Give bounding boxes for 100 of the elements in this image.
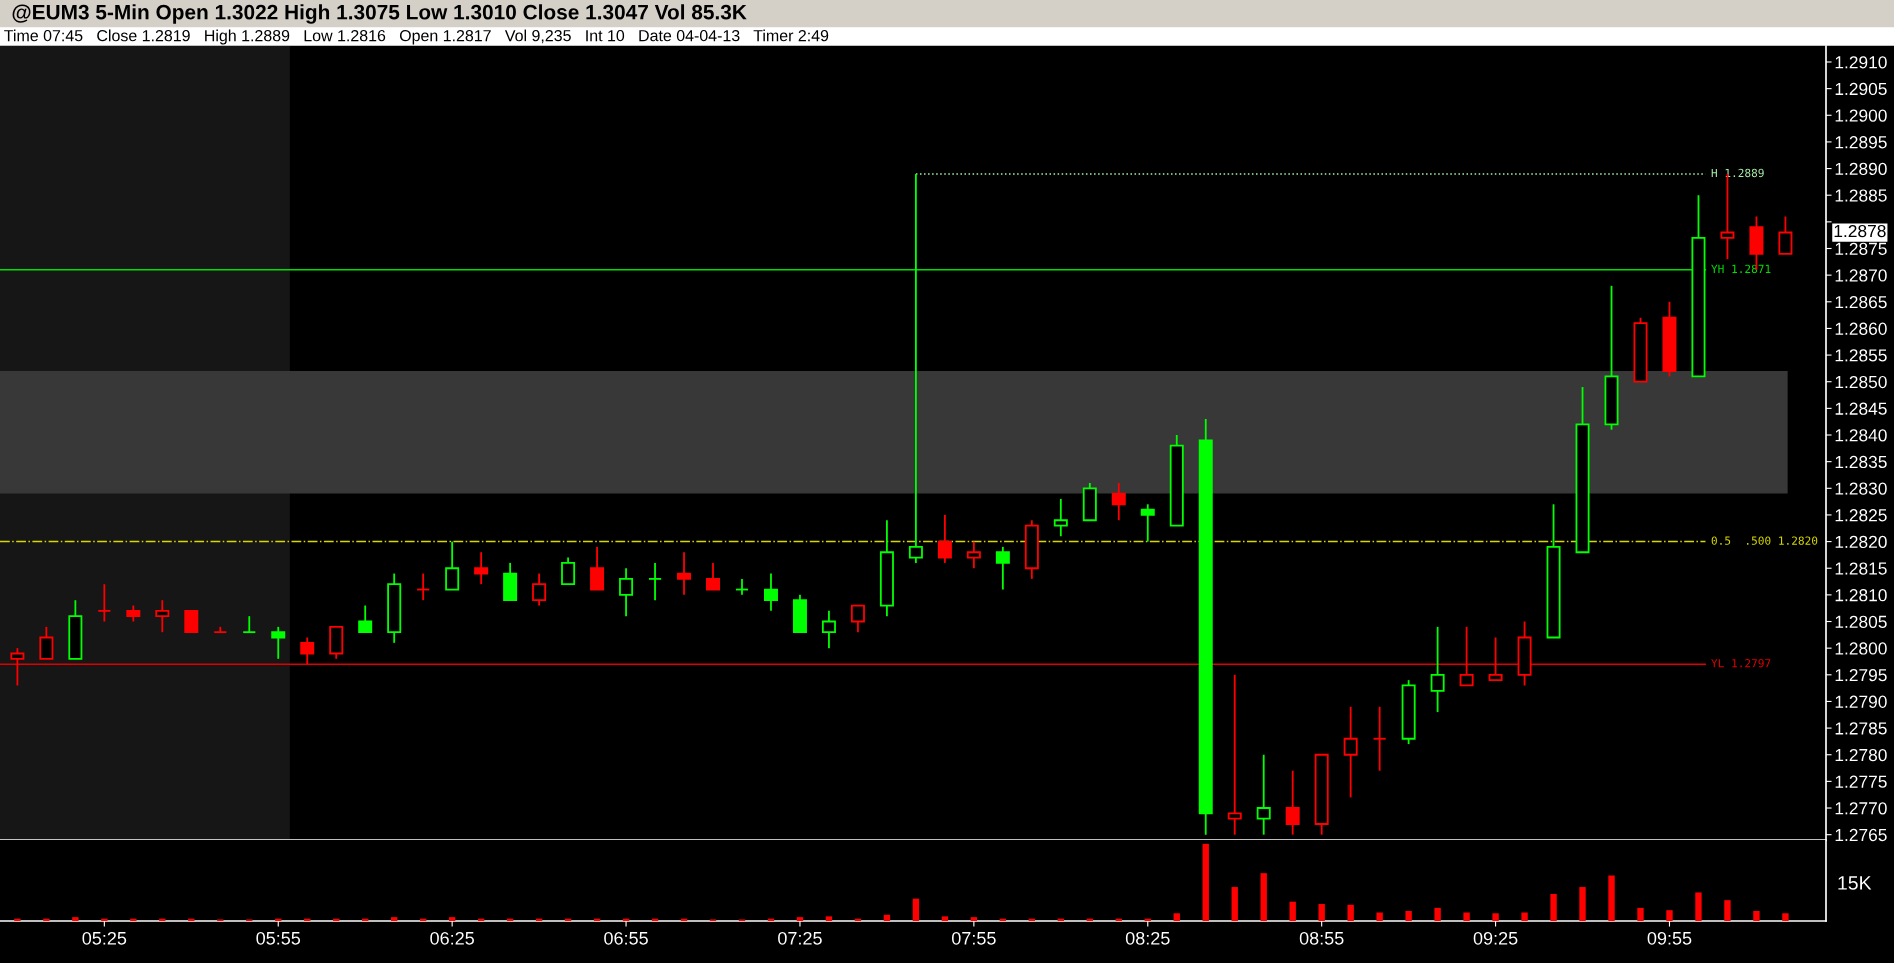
candlestick (474, 551, 489, 586)
candlestick (908, 172, 923, 564)
bar (1666, 910, 1673, 921)
bar (1782, 913, 1789, 921)
bar (43, 918, 50, 921)
y-tick-label: 1.2855 (1835, 349, 1887, 362)
candlestick (97, 583, 112, 623)
candlestick (1140, 503, 1155, 543)
candlestick (155, 599, 170, 634)
y-tick-label: 1.2870 (1835, 269, 1887, 282)
candlestick (1778, 215, 1793, 255)
candlestick (850, 604, 865, 634)
bar (14, 918, 21, 921)
bar (1318, 904, 1325, 921)
y-tick-label: 1.2890 (1835, 162, 1887, 176)
ref-line-label: YH 1.2871 (1711, 264, 1771, 274)
candlestick (1227, 673, 1242, 836)
bar (825, 916, 833, 921)
y-tick-label: 1.2835 (1835, 455, 1887, 469)
bar (1376, 912, 1383, 921)
bar (130, 918, 137, 921)
candlestick (1343, 705, 1358, 799)
bar (448, 917, 456, 921)
ref-line-label: 0.5 .500 1.2820 (1711, 536, 1818, 545)
bar (883, 914, 891, 921)
candlestick (184, 609, 199, 634)
candlestick (1430, 625, 1445, 714)
candlestick (271, 625, 286, 660)
bar (941, 916, 949, 921)
bar (1637, 907, 1644, 921)
y-tick-label: 1.2780 (1835, 748, 1887, 762)
candlestick (300, 636, 315, 666)
y-tick-label: 1.2910 (1835, 56, 1887, 69)
candlestick (1372, 705, 1387, 772)
bar (391, 917, 398, 921)
candlestick (242, 615, 257, 634)
y-tick-label: 1.2825 (1835, 509, 1887, 522)
candlestick (763, 572, 778, 612)
candlestick (937, 514, 952, 564)
candlestick (39, 625, 54, 660)
candlestick (1488, 636, 1503, 682)
candlestick (1111, 482, 1126, 522)
bar (1579, 887, 1586, 921)
x-tick-label: 07:55 (951, 931, 996, 945)
bar (1724, 900, 1731, 921)
y-tick-label: 1.2775 (1835, 775, 1887, 788)
candlestick (619, 567, 634, 618)
y-tick-label: 1.2765 (1835, 828, 1887, 842)
candlestick (561, 556, 576, 586)
bar (1550, 894, 1557, 921)
bar (1289, 901, 1296, 921)
x-tick-label: 05:55 (256, 931, 301, 945)
y-tick-label: 1.2795 (1835, 668, 1887, 682)
chart-title: @EUM3 5-Min Open 1.3022 High 1.3075 Low 1.3010 Close 1.3047 Vol 85.3K (12, 4, 747, 24)
ref-line-label: H 1.2889 (1711, 168, 1764, 178)
y-tick-label: 1.2850 (1835, 375, 1887, 389)
y-tick-label: 1.2860 (1835, 322, 1887, 335)
bar (1202, 843, 1209, 921)
y-tick-label: 1.2900 (1835, 109, 1887, 122)
bar (1260, 873, 1267, 921)
candlestick (821, 609, 836, 650)
candlestick (445, 540, 460, 591)
candlestick (1053, 498, 1068, 538)
x-tick-label: 06:55 (604, 931, 648, 945)
y-tick-label: 1.2840 (1835, 429, 1887, 442)
candlestick (966, 540, 981, 570)
y-tick-label: 1.2800 (1835, 642, 1887, 655)
y-tick-label: 1.2810 (1835, 589, 1887, 602)
bar (1434, 907, 1441, 921)
bar (1347, 904, 1354, 921)
y-tick-label: 1.2865 (1835, 295, 1887, 309)
candlestick (532, 572, 547, 607)
bar (1695, 892, 1702, 921)
candlestick (1459, 625, 1474, 687)
bar (1463, 912, 1470, 921)
bar (1492, 913, 1499, 921)
y-tick-label: 1.2770 (1835, 802, 1887, 815)
candlestick (1256, 753, 1271, 836)
y-tick-label: 1.2805 (1835, 615, 1887, 628)
x-tick-label: 09:55 (1647, 931, 1692, 945)
y-tick-label: 1.2815 (1835, 562, 1887, 575)
candlestick (590, 546, 605, 591)
bar (796, 917, 804, 921)
candlestick (1285, 769, 1300, 836)
x-tick-label: 08:25 (1125, 931, 1170, 945)
x-tick-label: 05:25 (82, 931, 127, 945)
y-tick-label: 1.2785 (1835, 722, 1887, 735)
y-tick-label: 1.2820 (1835, 535, 1887, 549)
bar (1608, 875, 1615, 921)
bar (1231, 887, 1238, 921)
bar (1753, 910, 1760, 921)
ref-line-label: YL 1.2797 (1711, 659, 1771, 668)
x-tick-label: 07:25 (778, 931, 822, 945)
candlestick (358, 604, 373, 634)
x-tick-label: 08:55 (1299, 931, 1344, 945)
candlestick (10, 647, 25, 687)
y-tick-label: 1.2830 (1835, 482, 1887, 495)
y-tick-label: 1.2875 (1835, 242, 1887, 255)
text: 15K (1838, 876, 1872, 890)
candlestick (677, 551, 692, 596)
